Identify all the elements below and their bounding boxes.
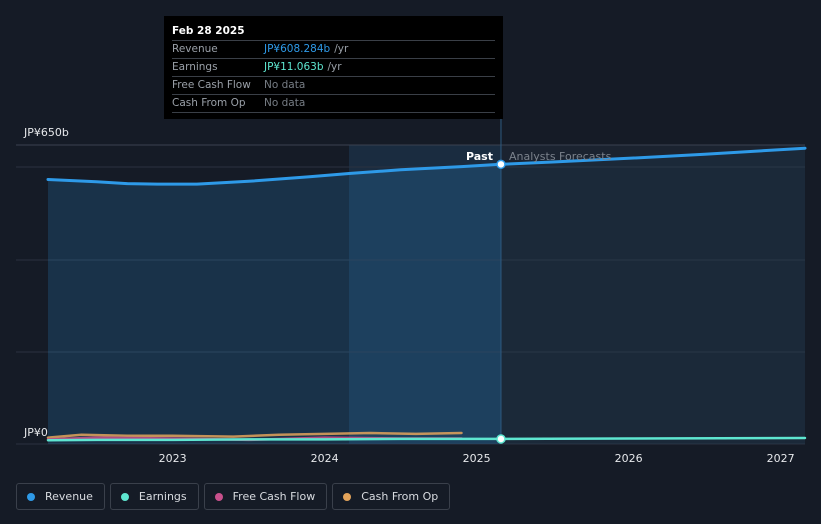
legend-item-earnings[interactable]: Earnings bbox=[109, 483, 199, 510]
legend-dot-icon bbox=[343, 492, 352, 501]
revenue-area-past bbox=[48, 164, 501, 445]
forecast-region bbox=[500, 145, 805, 444]
tooltip-label: Free Cash Flow bbox=[172, 79, 251, 91]
tooltip-value: JP¥11.063b bbox=[264, 61, 324, 73]
legend-label: Revenue bbox=[45, 490, 93, 503]
tooltip-label: Cash From Op bbox=[172, 97, 246, 109]
tooltip-value: No data bbox=[264, 97, 306, 109]
tooltip-label: Revenue bbox=[172, 43, 218, 55]
legend-item-revenue[interactable]: Revenue bbox=[16, 483, 105, 510]
series-line-earnings bbox=[46, 436, 807, 442]
highlight-region bbox=[348, 145, 501, 444]
tooltip-row-earnings: Earnings JP¥11.063b /yr bbox=[172, 58, 495, 76]
tooltip-date: Feb 28 2025 bbox=[172, 25, 245, 37]
legend-dot-icon bbox=[120, 492, 129, 501]
x-tick-label: 2024 bbox=[311, 452, 339, 465]
chart-legend: Revenue Earnings Free Cash Flow Cash Fro… bbox=[16, 483, 451, 510]
legend-item-free-cash-flow[interactable]: Free Cash Flow bbox=[203, 483, 328, 510]
legend-label: Earnings bbox=[138, 490, 187, 503]
x-tick-label: 2025 bbox=[463, 452, 491, 465]
y-axis-top-label: JP¥650b bbox=[23, 126, 69, 139]
legend-dot-icon bbox=[214, 492, 223, 501]
tooltip-value: No data bbox=[264, 79, 306, 91]
legend-label: Cash From Op bbox=[361, 490, 439, 503]
x-tick-label: 2026 bbox=[615, 452, 643, 465]
series-line-revenue bbox=[46, 146, 807, 186]
tooltip-row-cash-from-op: Cash From Op No data bbox=[172, 94, 495, 113]
past-label: Past bbox=[466, 150, 493, 163]
tooltip-value: JP¥608.284b bbox=[264, 43, 331, 55]
tooltip-unit: /yr bbox=[327, 61, 342, 73]
tooltip-unit: /yr bbox=[334, 43, 349, 55]
y-axis-bottom-label: JP¥0 bbox=[23, 426, 48, 439]
data-tooltip: Feb 28 2025 Revenue JP¥608.284b /yr Earn… bbox=[164, 16, 503, 119]
x-tick-label: 2027 bbox=[767, 452, 795, 465]
point-marker-earnings bbox=[496, 434, 506, 444]
tooltip-row-revenue: Revenue JP¥608.284b /yr bbox=[172, 40, 495, 58]
tooltip-label: Earnings bbox=[172, 61, 218, 73]
legend-label: Free Cash Flow bbox=[232, 490, 316, 503]
point-marker-revenue bbox=[496, 159, 506, 170]
x-tick-label: 2023 bbox=[159, 452, 187, 465]
tooltip-row-free-cash-flow: Free Cash Flow No data bbox=[172, 76, 495, 94]
legend-item-cash-from-op[interactable]: Cash From Op bbox=[332, 483, 451, 510]
series-line-cash-from-op bbox=[46, 431, 463, 439]
forecast-label: Analysts Forecasts bbox=[509, 150, 612, 163]
legend-dot-icon bbox=[27, 492, 35, 501]
revenue-area-forecast bbox=[500, 148, 805, 444]
